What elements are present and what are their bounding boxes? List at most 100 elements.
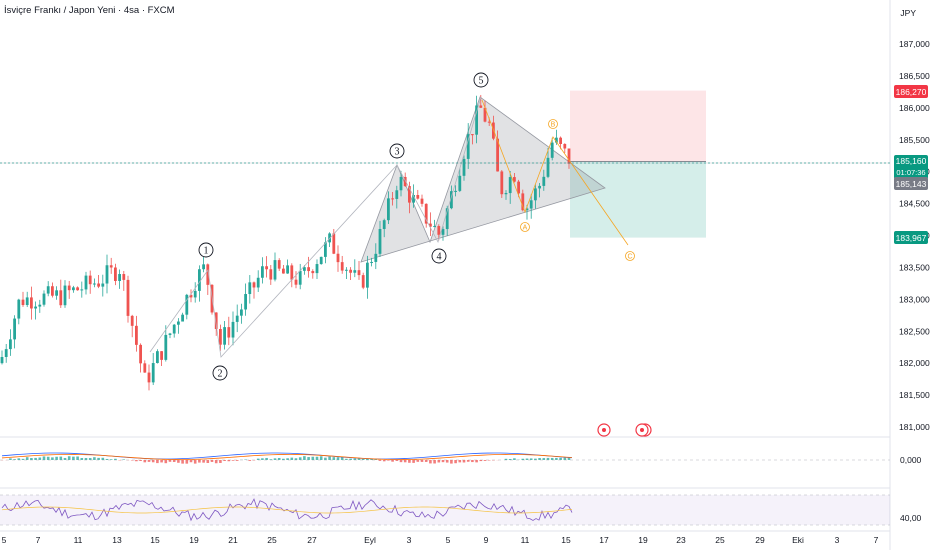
time-tick-label: 9 bbox=[484, 535, 489, 545]
candle bbox=[101, 274, 105, 297]
time-tick-label: 21 bbox=[228, 535, 238, 545]
price-tags: 186,270 185,160 01:07:36 185,143 183,967 bbox=[894, 85, 928, 244]
time-tick-label: Eyl bbox=[364, 535, 376, 545]
candle bbox=[265, 256, 268, 278]
wave-label-2[interactable]: 2 bbox=[212, 365, 228, 381]
candle bbox=[151, 353, 155, 386]
candle bbox=[353, 259, 357, 278]
triangle-pattern[interactable] bbox=[360, 96, 606, 263]
candle bbox=[483, 100, 487, 123]
candle bbox=[42, 290, 46, 307]
event-marker-2[interactable] bbox=[635, 423, 652, 437]
svg-text:1: 1 bbox=[204, 246, 209, 257]
corrective-label-C[interactable]: C bbox=[625, 251, 635, 261]
corrective-label-A[interactable]: A bbox=[520, 222, 530, 232]
candle bbox=[370, 257, 373, 267]
candle bbox=[252, 281, 256, 299]
price-tick-label: 181,500 bbox=[899, 390, 930, 400]
macd-zero-label: 0,000 bbox=[900, 455, 922, 465]
candle bbox=[84, 271, 88, 295]
candle bbox=[97, 274, 100, 289]
svg-text:185,143: 185,143 bbox=[896, 179, 927, 189]
price-tick-label: 186,000 bbox=[899, 103, 930, 113]
price-tick-label: 182,000 bbox=[899, 358, 930, 368]
candle bbox=[160, 350, 163, 367]
wave-label-5[interactable]: 5 bbox=[473, 72, 489, 88]
impulse-wave-path[interactable] bbox=[149, 96, 482, 358]
candle bbox=[181, 312, 184, 322]
price-tick-label: 183,000 bbox=[899, 294, 930, 304]
candle bbox=[374, 243, 378, 270]
time-tick-label: 11 bbox=[521, 535, 530, 545]
wave-label-4[interactable]: 4 bbox=[431, 248, 447, 264]
svg-text:A: A bbox=[523, 225, 528, 232]
take-profit-zone[interactable] bbox=[570, 161, 706, 238]
risk-reward-tool[interactable] bbox=[570, 90, 706, 238]
candle bbox=[122, 270, 126, 291]
candle bbox=[59, 279, 63, 308]
time-tick-label: 3 bbox=[407, 535, 412, 545]
candle bbox=[114, 263, 117, 286]
candle bbox=[508, 170, 512, 204]
time-tick-label: 5 bbox=[2, 535, 7, 545]
candle bbox=[67, 280, 71, 299]
chart-title: İsviçre Frankı / Japon Yeni · 4sa · FXCM bbox=[4, 5, 175, 16]
candle bbox=[529, 194, 533, 219]
candle bbox=[0, 350, 4, 365]
time-tick-label: 27 bbox=[307, 535, 317, 545]
time-axis[interactable]: 5 7 11 13 15 19 21 25 27 Eyl 3 5 9 11 15 17 19 23 25 29 Eki 3… bbox=[2, 535, 879, 545]
candle bbox=[286, 259, 289, 274]
candle bbox=[500, 170, 504, 198]
candle bbox=[168, 332, 172, 339]
candle bbox=[17, 298, 21, 325]
corrective-label-B[interactable]: B bbox=[548, 119, 558, 129]
candle bbox=[336, 245, 340, 272]
svg-text:01:07:36: 01:07:36 bbox=[896, 168, 925, 177]
candle bbox=[357, 260, 361, 280]
wave-label-1[interactable]: 1 bbox=[198, 242, 214, 258]
candle bbox=[550, 137, 554, 161]
candle bbox=[471, 134, 474, 145]
candle bbox=[345, 267, 348, 279]
time-tick-label: 29 bbox=[755, 535, 765, 545]
candle bbox=[475, 95, 478, 144]
svg-text:B: B bbox=[551, 122, 556, 129]
candle bbox=[433, 219, 436, 228]
candle bbox=[93, 278, 96, 288]
candle bbox=[395, 185, 399, 209]
candle bbox=[294, 271, 298, 289]
candle bbox=[156, 349, 159, 364]
time-tick-label: 13 bbox=[112, 535, 122, 545]
corrective-wave-path[interactable] bbox=[481, 99, 629, 246]
pattern-fill[interactable] bbox=[360, 96, 606, 263]
candle bbox=[219, 324, 222, 351]
svg-text:2: 2 bbox=[218, 369, 223, 380]
time-tick-label: 7 bbox=[36, 535, 41, 545]
candle bbox=[34, 301, 37, 320]
candle bbox=[399, 170, 403, 197]
candle bbox=[164, 325, 168, 362]
time-tick-label: 5 bbox=[446, 535, 451, 545]
currency-label: JPY bbox=[900, 8, 916, 18]
candle bbox=[223, 321, 226, 350]
time-tick-label: 7 bbox=[874, 535, 879, 545]
price-tick-label: 184,500 bbox=[899, 199, 930, 209]
rsi-indicator bbox=[0, 494, 890, 526]
candle bbox=[458, 168, 462, 193]
candle bbox=[387, 191, 390, 225]
candle bbox=[361, 272, 365, 290]
price-tick-label: 183,500 bbox=[899, 262, 930, 272]
candle bbox=[538, 183, 541, 198]
candle bbox=[307, 256, 310, 278]
candle bbox=[408, 181, 411, 214]
wave-label-3[interactable]: 3 bbox=[389, 143, 405, 159]
price-tick-label: 182,500 bbox=[899, 326, 930, 336]
candle bbox=[51, 282, 54, 298]
elliott-wave-drawing[interactable]: 1 2 3 4 5 A B C bbox=[149, 72, 635, 381]
time-tick-label: 25 bbox=[267, 535, 277, 545]
candle bbox=[534, 184, 537, 209]
event-marker-1[interactable] bbox=[597, 423, 611, 437]
stop-loss-zone[interactable] bbox=[570, 90, 706, 162]
candle bbox=[30, 286, 33, 320]
